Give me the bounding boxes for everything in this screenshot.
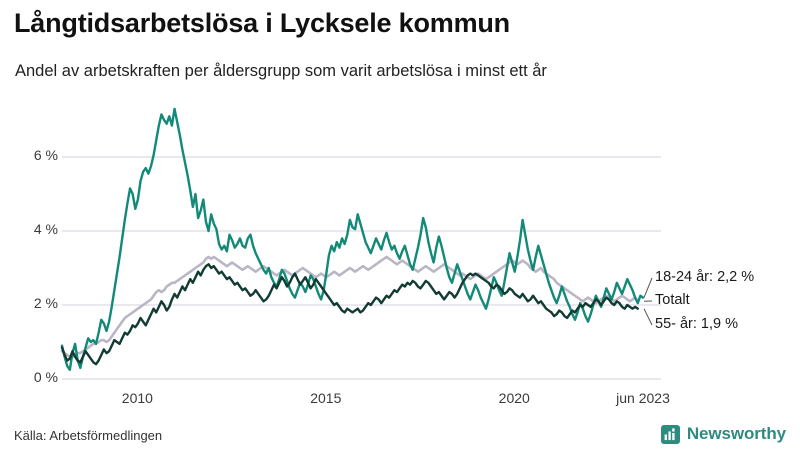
label-leader-line <box>643 277 653 298</box>
bar-chart-icon <box>660 424 680 444</box>
y-axis-tick-label: 6 % <box>33 147 58 163</box>
leader-lines <box>643 277 653 326</box>
newsworthy-logo[interactable]: Newsworthy <box>660 424 786 444</box>
chart-subtitle: Andel av arbetskraften per åldersgrupp s… <box>15 62 547 80</box>
series-label: Totalt <box>655 292 690 308</box>
page-title: Långtidsarbetslösa i Lycksele kommun <box>14 8 510 38</box>
series-label: 18-24 år: 2,2 % <box>655 269 755 285</box>
y-axis-tick-label: 0 % <box>33 369 58 385</box>
y-axis-tick-label: 4 % <box>33 221 58 237</box>
series-lines <box>60 107 645 371</box>
x-axis-tick-label: 2010 <box>121 390 153 406</box>
gridlines <box>62 156 661 380</box>
series-line <box>60 255 640 359</box>
series-label: 55- år: 1,9 % <box>655 316 739 332</box>
x-axis-tick-label: jun 2023 <box>616 390 670 406</box>
brand-name: Newsworthy <box>686 424 786 443</box>
y-axis-tick-label: 2 % <box>33 295 58 311</box>
label-leader-line <box>643 308 653 326</box>
x-axis-tick-label: 2015 <box>310 390 342 406</box>
series-line <box>60 107 645 371</box>
series-line <box>60 263 639 366</box>
source-note: Källa: Arbetsförmedlingen <box>14 428 163 443</box>
x-axis-tick-label: 2020 <box>498 390 530 406</box>
